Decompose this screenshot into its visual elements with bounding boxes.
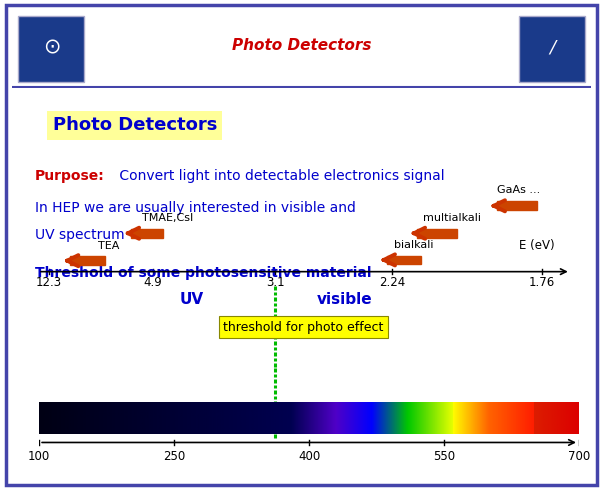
- Bar: [387, 256, 421, 264]
- Text: UV: UV: [180, 293, 204, 307]
- Text: UV spectrum: UV spectrum: [35, 228, 125, 242]
- Text: 1.76: 1.76: [529, 276, 555, 289]
- Text: visible: visible: [317, 293, 373, 307]
- Text: 250: 250: [163, 450, 185, 464]
- Text: multialkali: multialkali: [423, 213, 481, 222]
- Text: 12.3: 12.3: [36, 276, 62, 289]
- Bar: [497, 201, 537, 210]
- Text: 2.24: 2.24: [379, 276, 405, 289]
- Text: Photo Detectors: Photo Detectors: [232, 38, 371, 52]
- Text: ⊙: ⊙: [43, 37, 60, 57]
- Bar: [70, 256, 105, 265]
- Text: E (eV): E (eV): [519, 239, 554, 252]
- Text: bialkali: bialkali: [394, 240, 434, 250]
- Text: In HEP we are usually interested in visible and: In HEP we are usually interested in visi…: [35, 201, 356, 215]
- Text: /: /: [549, 38, 555, 56]
- Text: 3.1: 3.1: [266, 276, 285, 289]
- Text: 4.9: 4.9: [144, 276, 162, 289]
- Text: Threshold of some photosensitive material: Threshold of some photosensitive materia…: [35, 266, 371, 280]
- Text: 700: 700: [568, 450, 590, 464]
- Bar: [519, 16, 585, 82]
- Text: 100: 100: [28, 450, 50, 464]
- Text: threshold for photo effect: threshold for photo effect: [223, 321, 384, 334]
- Text: 550: 550: [433, 450, 455, 464]
- Bar: [417, 229, 456, 238]
- Text: 400: 400: [298, 450, 320, 464]
- Text: TEA: TEA: [98, 241, 119, 251]
- Text: Purpose:: Purpose:: [35, 170, 105, 183]
- Text: Photo Detectors: Photo Detectors: [52, 117, 217, 134]
- Text: GaAs ...: GaAs ...: [497, 185, 540, 195]
- Bar: [131, 229, 163, 238]
- Text: Convert light into detectable electronics signal: Convert light into detectable electronic…: [115, 170, 445, 183]
- Bar: [18, 16, 84, 82]
- Text: TMAE,CsI: TMAE,CsI: [142, 213, 194, 222]
